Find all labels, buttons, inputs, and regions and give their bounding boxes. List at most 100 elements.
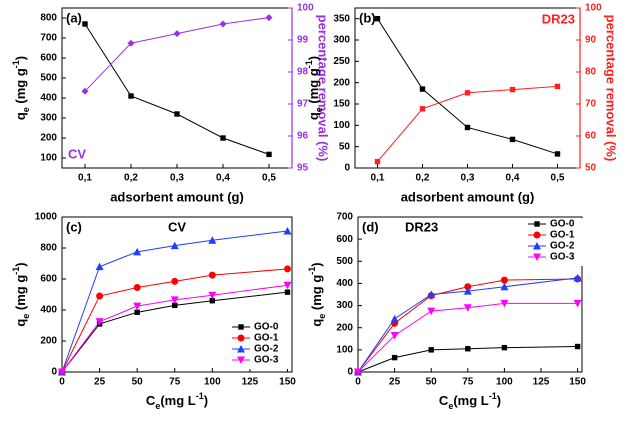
marker [283, 265, 291, 273]
label-sub: e [21, 107, 31, 112]
marker [464, 124, 471, 131]
marker [170, 296, 179, 304]
panel-label: (c) [66, 219, 82, 234]
y2-tick-label: 50 [585, 163, 597, 174]
marker [509, 136, 516, 143]
y-tick-label: 400 [336, 278, 353, 289]
x-tick-label: 100 [204, 377, 221, 388]
marker [390, 331, 399, 340]
plot-frame [357, 216, 583, 373]
marker [209, 298, 216, 304]
label-sub: e [155, 401, 160, 411]
x-tick-label: 0,5 [551, 173, 565, 184]
label-part: (mg g [13, 68, 28, 107]
label-sup: -1 [196, 391, 204, 401]
label-part: ) [309, 262, 324, 266]
marker [573, 273, 582, 282]
series-line [357, 278, 578, 373]
x-tick-label: 0,3 [170, 173, 184, 184]
legend-label: GO-1 [550, 230, 575, 241]
marker [500, 282, 509, 291]
marker [133, 284, 141, 292]
legend-marker [533, 231, 541, 239]
y-tick-label: 0 [344, 163, 350, 174]
panel-title: CV [168, 219, 186, 234]
marker [133, 247, 142, 256]
x-tick-label: 25 [94, 377, 106, 388]
legend-label: GO-1 [254, 333, 279, 344]
legend-marker [237, 356, 245, 364]
panel-title: CV [68, 146, 86, 161]
x-tick-label: 75 [462, 377, 474, 388]
label-part: q [13, 112, 28, 120]
x-tick-label: 150 [279, 377, 296, 388]
marker [127, 39, 135, 47]
marker [283, 226, 292, 235]
y2-tick-label: 99 [297, 35, 309, 46]
legend-label: GO-2 [254, 344, 279, 355]
x-tick-label: 150 [569, 377, 586, 388]
marker [427, 307, 436, 316]
y-tick-label: 600 [40, 53, 57, 64]
y-tick-label: 100 [40, 153, 57, 164]
marker [419, 86, 426, 92]
marker [170, 241, 179, 250]
x-tick-label: 50 [426, 377, 438, 388]
marker [501, 344, 508, 351]
y2-axis-label: percentage removal (%) [604, 15, 619, 162]
marker [573, 299, 582, 308]
marker [208, 291, 217, 300]
marker [95, 318, 104, 326]
label-part: (mg L [453, 393, 488, 408]
y-tick-label: 300 [333, 35, 350, 46]
y-tick-label: 250 [333, 56, 350, 67]
marker [283, 281, 292, 290]
legend-label: GO-3 [254, 355, 279, 366]
panel-title: DR23 [405, 219, 438, 234]
marker [464, 90, 471, 96]
y-tick-label: 600 [40, 274, 57, 285]
marker [354, 368, 362, 376]
label-sub: e [317, 314, 327, 319]
label-part: ) [13, 262, 28, 266]
x-tick-label: 0 [59, 377, 65, 388]
x-tick-label: 0,2 [124, 173, 138, 184]
x-tick-label: 0,2 [416, 173, 430, 184]
marker [554, 83, 561, 90]
y2-axis-label: percentage removal (%) [316, 15, 331, 162]
y2-tick-label: 70 [585, 99, 597, 110]
x-tick-label: 75 [169, 377, 181, 388]
label-part: ) [204, 393, 208, 408]
legend-label: GO-2 [550, 241, 575, 252]
y-axis-label: qe (mg g-1) [307, 262, 327, 326]
y-tick-label: 300 [336, 300, 353, 311]
marker [266, 151, 272, 158]
series-line [61, 268, 288, 373]
x-axis-label: Ce(mg L-1) [146, 391, 208, 411]
x-tick-label: 0,3 [461, 173, 475, 184]
marker [374, 158, 381, 165]
marker [208, 271, 216, 279]
label-part: C [439, 393, 449, 408]
series-line [357, 346, 578, 373]
y-tick-label: 500 [336, 256, 353, 267]
marker [419, 106, 426, 112]
marker [464, 283, 472, 291]
x-axis-label: adsorbent amount (g) [110, 189, 244, 204]
y2-tick-label: 80 [585, 67, 597, 78]
x-tick-label: 125 [533, 377, 550, 388]
x-tick-label: 0,4 [506, 173, 520, 184]
marker [391, 354, 398, 361]
marker [172, 302, 178, 309]
marker [284, 289, 291, 295]
marker [463, 287, 472, 295]
y-axis-label: qe (mg g-1) [11, 262, 31, 326]
legend-marker [237, 334, 245, 342]
marker [171, 277, 179, 285]
label-part: ) [13, 56, 28, 60]
marker [220, 135, 226, 141]
y-axis-label: qe (mg g-1) [11, 56, 31, 120]
y-tick-label: 1000 [35, 212, 58, 223]
y-tick-label: 500 [40, 73, 57, 84]
